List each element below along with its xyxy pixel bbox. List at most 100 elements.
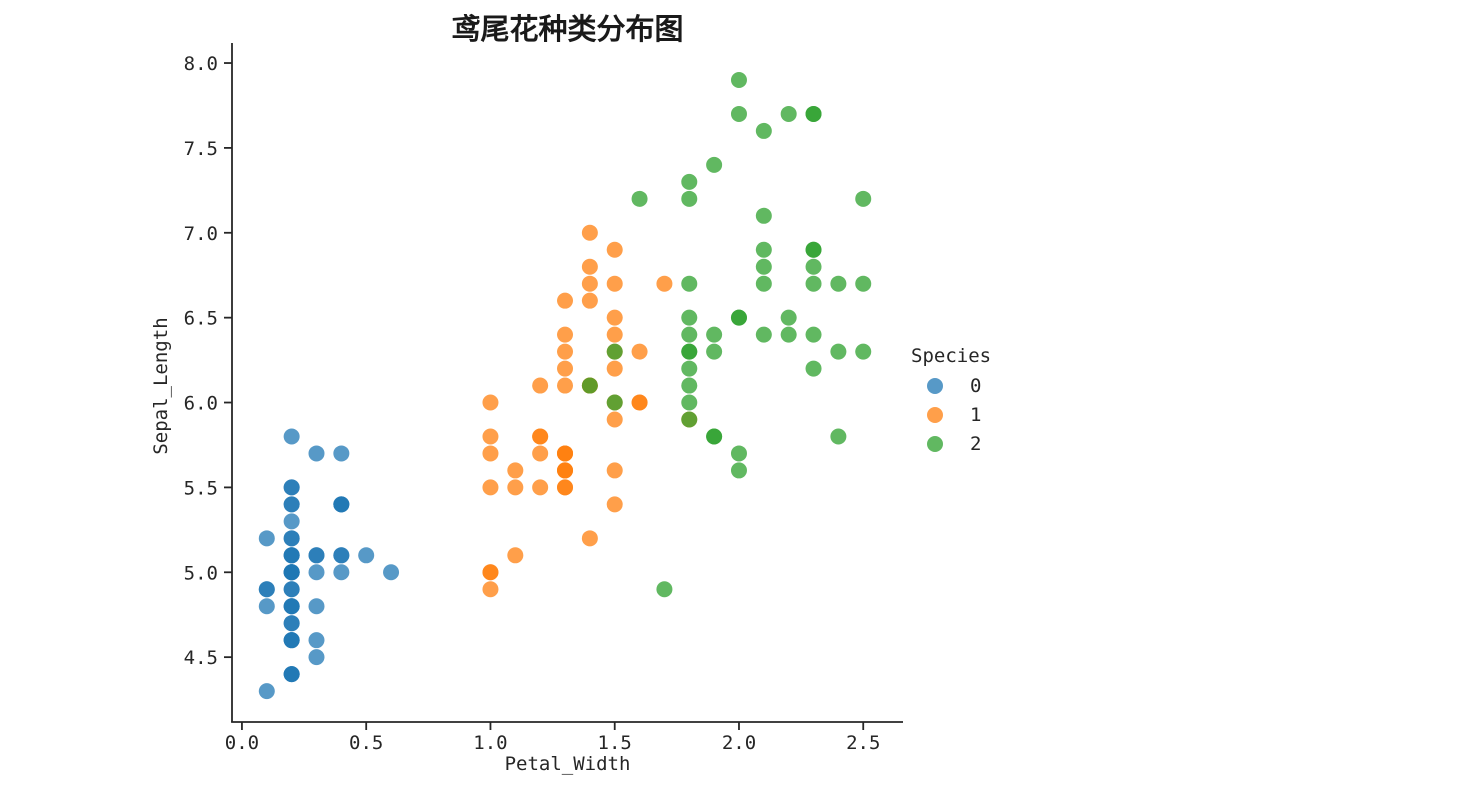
data-point (308, 547, 325, 564)
data-point (805, 241, 822, 258)
data-point (706, 326, 723, 343)
data-point (681, 343, 698, 360)
x-tick-label: 0.5 (349, 732, 383, 754)
chart-title: 鸢尾花种类分布图 (451, 12, 684, 46)
data-point (482, 394, 499, 411)
data-point (631, 190, 648, 207)
data-point (730, 105, 747, 122)
data-point (606, 343, 623, 360)
legend: Species 0 1 2 (911, 344, 991, 458)
data-point (581, 292, 598, 309)
x-tick-label: 2.5 (846, 732, 880, 754)
data-point (830, 343, 847, 360)
data-point (780, 309, 797, 326)
data-point (532, 479, 549, 496)
data-point (283, 581, 300, 598)
legend-item-label: 2 (970, 432, 982, 455)
y-tick-label: 6.0 (184, 393, 218, 415)
data-point (557, 462, 574, 479)
data-point (706, 156, 723, 173)
data-point (606, 309, 623, 326)
data-point (507, 462, 524, 479)
data-point (681, 360, 698, 377)
data-point (606, 360, 623, 377)
data-point (780, 326, 797, 343)
data-point (656, 275, 673, 292)
data-point (755, 241, 772, 258)
x-axis-label: Petal_Width (504, 753, 631, 775)
data-point (581, 275, 598, 292)
data-point (755, 258, 772, 275)
legend-marker-icon (927, 435, 943, 452)
data-point (581, 258, 598, 275)
data-point (730, 72, 747, 89)
data-point (258, 530, 275, 547)
data-point (557, 292, 574, 309)
data-point (581, 224, 598, 241)
data-point (283, 513, 300, 530)
data-point (482, 581, 499, 598)
y-tick-label: 7.5 (184, 138, 218, 160)
data-point (557, 479, 574, 496)
data-point (283, 428, 300, 445)
data-point (333, 496, 350, 513)
data-point (532, 445, 549, 462)
data-point (730, 462, 747, 479)
data-point (805, 275, 822, 292)
y-tick-label: 5.0 (184, 562, 218, 584)
data-point (656, 581, 673, 598)
data-point (383, 564, 400, 581)
data-point (805, 326, 822, 343)
legend-marker-icon (927, 406, 943, 423)
x-tick-label: 0.0 (225, 732, 259, 754)
data-point (482, 445, 499, 462)
legend-item-label: 1 (970, 403, 982, 426)
data-point (333, 564, 350, 581)
data-point (681, 309, 698, 326)
data-point (805, 258, 822, 275)
data-point (482, 428, 499, 445)
data-point (805, 360, 822, 377)
data-point (606, 326, 623, 343)
data-point (855, 343, 872, 360)
data-point (681, 411, 698, 428)
data-point (532, 377, 549, 394)
x-tick-label: 1.0 (473, 732, 507, 754)
data-point (581, 377, 598, 394)
data-point (308, 598, 325, 615)
data-point (681, 326, 698, 343)
data-point (283, 547, 300, 564)
data-point (532, 428, 549, 445)
data-point (308, 445, 325, 462)
legend-item: 1 (911, 400, 991, 429)
data-point (681, 190, 698, 207)
data-point (557, 343, 574, 360)
data-point (283, 666, 300, 683)
data-point (681, 275, 698, 292)
data-point (283, 615, 300, 632)
data-point (557, 360, 574, 377)
data-point (308, 632, 325, 649)
legend-item-label: 0 (970, 374, 982, 397)
data-point (283, 598, 300, 615)
data-point (283, 496, 300, 513)
y-axis-label: Sepal_Length (150, 317, 172, 455)
data-point (855, 190, 872, 207)
data-point (606, 496, 623, 513)
data-point (606, 394, 623, 411)
y-tick-label: 4.5 (184, 647, 218, 669)
data-point (283, 479, 300, 496)
data-point (681, 377, 698, 394)
data-point (855, 275, 872, 292)
y-tick-label: 5.5 (184, 477, 218, 499)
legend-item: 0 (911, 371, 991, 400)
data-point (606, 462, 623, 479)
data-point (308, 564, 325, 581)
data-point (780, 105, 797, 122)
data-point (557, 445, 574, 462)
y-tick-label: 7.0 (184, 223, 218, 245)
x-tick-label: 1.5 (598, 732, 632, 754)
data-point (507, 547, 524, 564)
data-point (730, 309, 747, 326)
